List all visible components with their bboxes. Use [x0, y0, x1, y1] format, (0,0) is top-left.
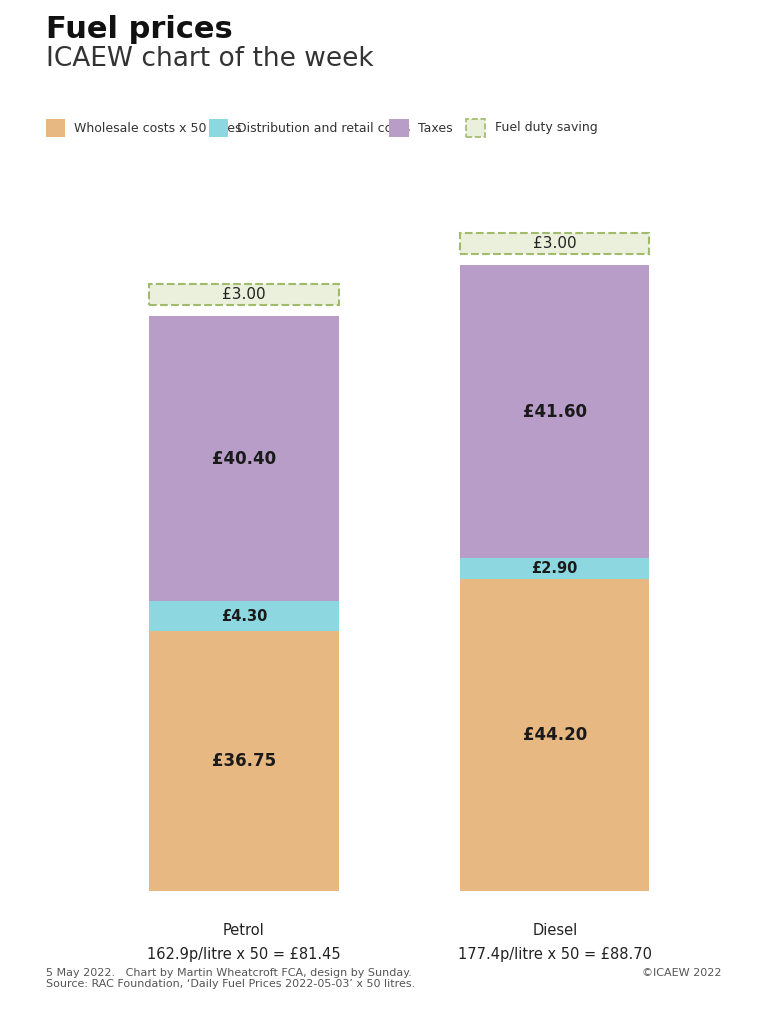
Text: Distribution and retail costs: Distribution and retail costs [237, 122, 410, 134]
Bar [460, 558, 650, 579]
Text: Petrol: Petrol [223, 923, 265, 938]
Bar [149, 632, 339, 891]
Text: ICAEW chart of the week: ICAEW chart of the week [46, 46, 374, 72]
Bar [460, 265, 650, 558]
Text: £4.30: £4.30 [220, 609, 267, 624]
Bar [149, 601, 339, 632]
Text: £2.90: £2.90 [531, 561, 578, 577]
Text: 5 May 2022.   Chart by Martin Wheatcroft FCA, design by Sunday.
Source: RAC Foun: 5 May 2022. Chart by Martin Wheatcroft F… [46, 968, 415, 989]
Text: Diesel: Diesel [532, 923, 578, 938]
Text: 177.4p/litre x 50 = £88.70: 177.4p/litre x 50 = £88.70 [458, 947, 652, 963]
Text: £40.40: £40.40 [212, 450, 276, 468]
Text: Wholesale costs x 50 litres: Wholesale costs x 50 litres [74, 122, 242, 134]
Text: £41.60: £41.60 [523, 402, 587, 421]
Bar [460, 579, 650, 891]
Text: Fuel prices: Fuel prices [46, 15, 233, 44]
Text: £44.20: £44.20 [523, 726, 587, 743]
Text: £3.00: £3.00 [533, 237, 577, 251]
Text: 162.9p/litre x 50 = £81.45: 162.9p/litre x 50 = £81.45 [147, 947, 341, 963]
FancyBboxPatch shape [149, 285, 339, 305]
Text: Taxes: Taxes [418, 122, 452, 134]
Text: £3.00: £3.00 [222, 288, 266, 302]
Text: ©ICAEW 2022: ©ICAEW 2022 [642, 968, 722, 978]
FancyBboxPatch shape [460, 233, 650, 254]
Text: Fuel duty saving: Fuel duty saving [495, 122, 598, 134]
Text: £36.75: £36.75 [212, 753, 276, 770]
Bar [149, 316, 339, 601]
